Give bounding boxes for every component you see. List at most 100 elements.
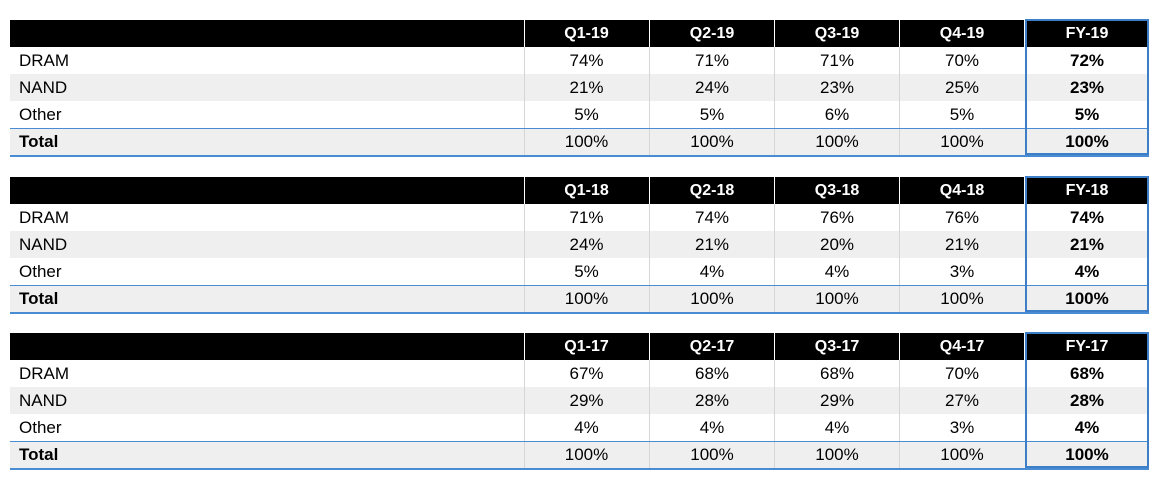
column-header-fy: FY-18 [1065, 182, 1109, 199]
table-header-row: Q1-19 Q2-19 Q3-19 Q4-19 FY-19 [10, 20, 1149, 47]
column-header: Q3-18 [814, 182, 860, 199]
column-header: Q3-19 [814, 25, 860, 42]
table-row-nand: NAND 21% 24% 23% 25% 23% [10, 74, 1149, 101]
cell-value: 100% [940, 445, 984, 464]
cell-value-fy: 72% [1069, 51, 1105, 70]
row-label: Other [19, 105, 62, 124]
column-header: Q4-19 [939, 25, 985, 42]
row-label: DRAM [19, 51, 70, 70]
cell-value-fy: 100% [1065, 132, 1109, 151]
cell-value: 21% [694, 235, 730, 254]
cell-value: 20% [819, 235, 855, 254]
cell-value: 4% [824, 262, 850, 281]
column-header: Q2-19 [689, 25, 735, 42]
cell-value: 100% [815, 445, 859, 464]
column-header: Q4-18 [939, 182, 985, 199]
cell-value-fy: 74% [1069, 208, 1105, 227]
table-fy17: Q1-17 Q2-17 Q3-17 Q4-17 FY-17 DRAM 67% 6… [10, 332, 1149, 470]
cell-value: 74% [569, 51, 604, 70]
cell-value: 68% [819, 364, 855, 383]
table-row-total: Total 100% 100% 100% 100% 100% [10, 128, 1149, 157]
cell-value-fy: 100% [1065, 289, 1109, 308]
row-label: Other [19, 262, 62, 281]
cell-value: 6% [824, 105, 850, 124]
cell-value: 29% [819, 391, 855, 410]
cell-value-fy: 5% [1074, 105, 1100, 124]
cell-value: 70% [944, 51, 980, 70]
column-header: Q4-17 [939, 338, 985, 355]
row-label: Total [19, 289, 59, 308]
column-header: Q2-18 [689, 182, 735, 199]
table-row-nand: NAND 24% 21% 20% 21% 21% [10, 231, 1149, 258]
column-header: Q1-18 [564, 182, 609, 199]
table-row-dram: DRAM 74% 71% 71% 70% 72% [10, 47, 1149, 74]
cell-value: 3% [949, 262, 975, 281]
cell-value: 21% [569, 78, 604, 97]
column-header: Q1-19 [564, 25, 609, 42]
column-header-fy: FY-17 [1065, 338, 1109, 355]
cell-value: 28% [694, 391, 730, 410]
row-label: Other [19, 418, 62, 437]
table-row-other: Other 4% 4% 4% 3% 4% [10, 414, 1149, 441]
cell-value: 71% [569, 208, 604, 227]
cell-value: 29% [569, 391, 604, 410]
cell-value-fy: 4% [1074, 262, 1100, 281]
cell-value: 100% [564, 445, 609, 464]
table-row-nand: NAND 29% 28% 29% 27% 28% [10, 387, 1149, 414]
table-row-total: Total 100% 100% 100% 100% 100% [10, 285, 1149, 314]
column-header: Q2-17 [689, 338, 735, 355]
cell-value: 5% [699, 105, 725, 124]
cell-value: 4% [574, 418, 599, 437]
cell-value: 4% [699, 262, 725, 281]
cell-value: 5% [574, 105, 599, 124]
column-header-fy: FY-19 [1065, 25, 1109, 42]
table-row-total: Total 100% 100% 100% 100% 100% [10, 441, 1149, 470]
cell-value: 3% [949, 418, 975, 437]
table-row-dram: DRAM 67% 68% 68% 70% 68% [10, 360, 1149, 387]
cell-value: 23% [819, 78, 855, 97]
column-header: Q1-17 [564, 338, 609, 355]
cell-value-fy: 21% [1069, 235, 1105, 254]
cell-value-fy: 28% [1069, 391, 1105, 410]
cell-value: 4% [824, 418, 850, 437]
cell-value: 24% [569, 235, 604, 254]
row-label: DRAM [19, 364, 70, 383]
table-header-row: Q1-17 Q2-17 Q3-17 Q4-17 FY-17 [10, 333, 1149, 360]
row-label: NAND [19, 391, 68, 410]
row-label: NAND [19, 235, 68, 254]
column-header: Q3-17 [814, 338, 860, 355]
cell-value: 5% [949, 105, 975, 124]
cell-value: 100% [690, 445, 734, 464]
cell-value: 21% [944, 235, 980, 254]
cell-value: 100% [815, 132, 859, 151]
cell-value: 70% [944, 364, 980, 383]
cell-value: 100% [940, 132, 984, 151]
cell-value: 76% [819, 208, 855, 227]
row-label: Total [19, 445, 59, 464]
cell-value: 27% [944, 391, 980, 410]
cell-value: 71% [819, 51, 855, 70]
cell-value-fy: 23% [1069, 78, 1105, 97]
cell-value-fy: 100% [1065, 445, 1109, 464]
cell-value: 24% [694, 78, 730, 97]
row-label: NAND [19, 78, 68, 97]
cell-value: 71% [694, 51, 730, 70]
cell-value: 76% [944, 208, 980, 227]
cell-value: 5% [574, 262, 599, 281]
table-fy18: Q1-18 Q2-18 Q3-18 Q4-18 FY-18 DRAM 71% 7… [10, 176, 1149, 314]
cell-value: 100% [690, 289, 734, 308]
cell-value: 100% [815, 289, 859, 308]
row-label: DRAM [19, 208, 70, 227]
cell-value: 4% [699, 418, 725, 437]
cell-value: 100% [564, 289, 609, 308]
row-label: Total [19, 132, 59, 151]
cell-value-fy: 68% [1069, 364, 1105, 383]
table-row-other: Other 5% 4% 4% 3% 4% [10, 258, 1149, 285]
table-row-other: Other 5% 5% 6% 5% 5% [10, 101, 1149, 128]
cell-value: 68% [694, 364, 730, 383]
cell-value: 100% [564, 132, 609, 151]
cell-value: 67% [569, 364, 604, 383]
table-row-dram: DRAM 71% 74% 76% 76% 74% [10, 204, 1149, 231]
cell-value: 100% [690, 132, 734, 151]
